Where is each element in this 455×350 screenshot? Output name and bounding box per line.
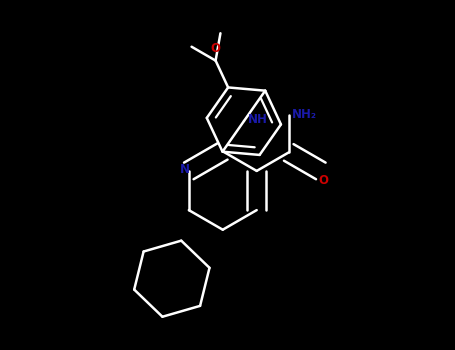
Text: O: O [318,174,329,187]
Text: O: O [211,42,221,55]
Text: NH₂: NH₂ [292,108,317,121]
Text: NH: NH [248,113,268,126]
Text: N: N [180,163,190,176]
